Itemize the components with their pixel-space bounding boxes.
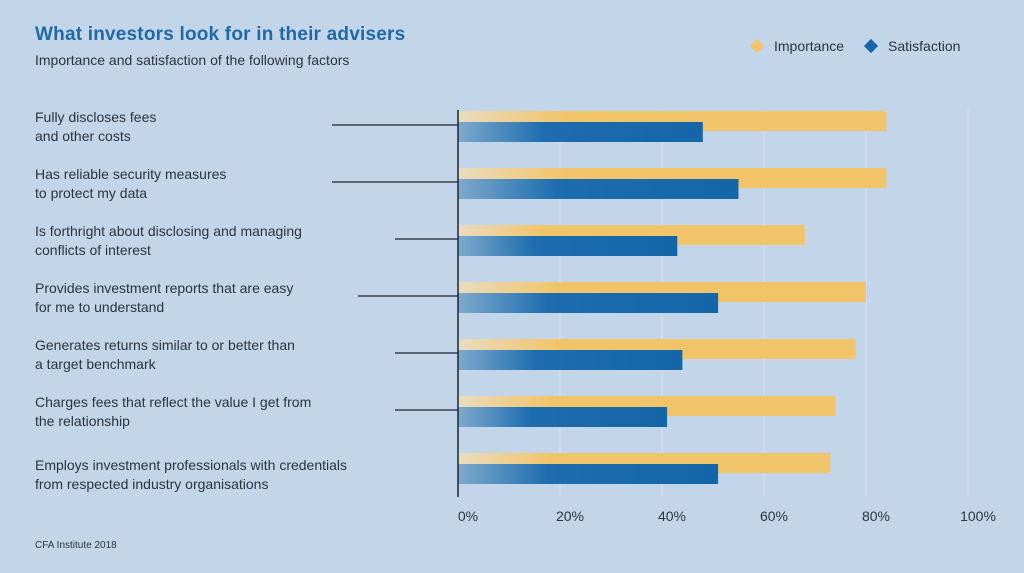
category-label: Is forthright about disclosing and manag…: [35, 223, 302, 258]
satisfaction-bar: [458, 350, 683, 370]
source-note: CFA Institute 2018: [35, 540, 117, 551]
legend: Importance Satisfaction: [749, 38, 982, 54]
x-axis-ticks: 0% 20% 40% 60% 80% 100%: [458, 508, 996, 524]
bars: [458, 111, 887, 484]
satisfaction-bar: [458, 464, 719, 484]
x-tick-label: 80%: [862, 508, 890, 524]
x-tick-label: 0%: [458, 508, 478, 524]
x-tick-label: 40%: [658, 508, 686, 524]
x-tick-label: 100%: [960, 508, 996, 524]
satisfaction-bar: [458, 407, 668, 427]
chart-subtitle: Importance and satisfaction of the follo…: [35, 52, 350, 68]
x-tick-label: 60%: [760, 508, 788, 524]
legend-item-satisfaction: Satisfaction: [863, 38, 961, 54]
satisfaction-bar: [458, 179, 739, 199]
satisfaction-bar: [458, 293, 719, 313]
leader-lines: [332, 124, 458, 411]
legend-label-satisfaction: Satisfaction: [888, 38, 961, 54]
category-label: Charges fees that reflect the value I ge…: [35, 394, 312, 429]
x-tick-label: 20%: [556, 508, 584, 524]
satisfaction-bar: [458, 122, 703, 142]
category-label: Fully discloses fees and other costs: [35, 109, 157, 144]
legend-label-importance: Importance: [774, 38, 845, 54]
category-label: Generates returns similar to or better t…: [35, 337, 295, 372]
chart-title: What investors look for in their adviser…: [35, 24, 406, 45]
category-label: Employs investment professionals with cr…: [35, 457, 348, 492]
legend-item-importance: Importance: [749, 38, 845, 54]
satisfaction-bar: [458, 236, 678, 256]
category-label: Provides investment reports that are eas…: [35, 280, 294, 315]
category-label: Has reliable security measures to protec…: [35, 166, 227, 201]
